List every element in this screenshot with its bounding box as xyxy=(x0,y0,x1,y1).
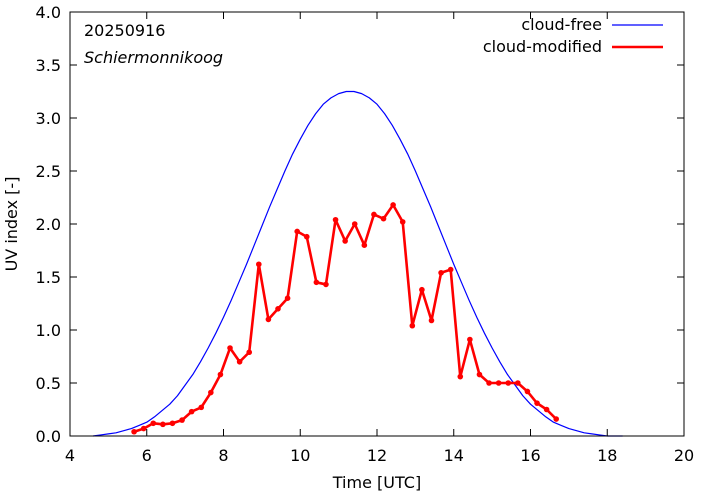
data-point-cloud-modified xyxy=(246,349,253,356)
annotation-date: 20250916 xyxy=(84,21,165,40)
y-tick-label: 3.5 xyxy=(36,56,61,75)
y-tick-label: 3.0 xyxy=(36,109,61,128)
y-axis-title: UV index [-] xyxy=(2,177,21,272)
data-point-cloud-modified xyxy=(486,380,492,386)
data-point-cloud-modified xyxy=(409,322,416,329)
data-point-cloud-modified xyxy=(399,219,406,225)
y-tick-label: 2.5 xyxy=(36,162,61,181)
y-tick-label: 4.0 xyxy=(36,3,61,22)
x-tick-label: 12 xyxy=(367,446,387,465)
y-tick-label: 1.0 xyxy=(36,321,61,340)
y-tick-label: 2.0 xyxy=(36,215,61,234)
data-point-cloud-modified xyxy=(150,420,157,427)
x-tick-label: 4 xyxy=(65,446,75,465)
y-tick-label: 0.0 xyxy=(36,427,61,446)
annotation-station: Schiermonnikoog xyxy=(84,48,223,67)
axis-ticks: 4 6 8 10 12 14 16 18 20 0.0 0.5 1.0 1.5 2.0 2.5 3.0 3.5 4… xyxy=(36,3,695,465)
x-tick-label: 14 xyxy=(444,446,464,465)
y-tick-label: 1.5 xyxy=(36,268,61,287)
data-point-cloud-modified xyxy=(208,389,214,396)
data-point-cloud-modified xyxy=(543,406,550,413)
y-tick-label: 0.5 xyxy=(36,374,61,393)
legend-label-cloud-modified: cloud-modified xyxy=(483,37,602,56)
data-point-cloud-modified xyxy=(534,400,540,406)
data-point-cloud-modified xyxy=(275,306,281,312)
legend: cloud-free cloud-modified xyxy=(483,15,663,56)
data-point-cloud-modified xyxy=(169,420,176,427)
data-point-cloud-modified xyxy=(217,371,224,378)
data-point-cloud-modified xyxy=(198,404,205,411)
x-tick-label: 8 xyxy=(218,446,228,465)
data-point-cloud-modified xyxy=(236,359,243,365)
data-point-cloud-modified xyxy=(476,371,483,378)
x-tick-label: 18 xyxy=(597,446,617,465)
data-point-cloud-modified xyxy=(160,421,166,428)
legend-label-cloud-free: cloud-free xyxy=(521,15,602,34)
x-tick-label: 6 xyxy=(142,446,152,465)
data-point-cloud-modified xyxy=(390,202,396,208)
data-point-cloud-modified xyxy=(457,373,464,380)
data-point-cloud-modified xyxy=(227,345,233,351)
data-point-cloud-modified xyxy=(361,242,368,248)
data-point-cloud-modified xyxy=(284,295,291,302)
data-point-cloud-modified xyxy=(371,211,377,218)
x-tick-label: 20 xyxy=(674,446,694,465)
data-point-cloud-modified xyxy=(467,336,473,343)
data-point-cloud-modified xyxy=(294,228,300,235)
data-point-cloud-modified xyxy=(351,221,358,227)
data-point-cloud-modified xyxy=(313,279,320,286)
data-point-cloud-modified xyxy=(419,286,425,293)
data-point-cloud-modified xyxy=(553,416,560,422)
data-point-cloud-modified xyxy=(428,317,435,324)
data-point-cloud-modified xyxy=(256,261,262,268)
x-tick-label: 16 xyxy=(520,446,540,465)
data-point-cloud-modified xyxy=(380,215,387,222)
data-point-cloud-modified xyxy=(131,428,137,435)
data-point-cloud-modified xyxy=(342,238,348,244)
data-point-cloud-modified xyxy=(438,269,444,276)
series-line-cloud-free xyxy=(92,90,623,437)
data-point-cloud-modified xyxy=(332,216,339,223)
data-point-cloud-modified xyxy=(524,388,531,395)
x-tick-label: 10 xyxy=(290,446,310,465)
data-point-cloud-modified xyxy=(515,380,521,386)
data-point-cloud-modified xyxy=(447,266,454,273)
data-point-cloud-modified xyxy=(303,233,310,240)
data-point-cloud-modified xyxy=(265,316,272,323)
data-point-cloud-modified xyxy=(505,380,512,386)
data-point-cloud-modified xyxy=(140,425,147,432)
x-axis-title: Time [UTC] xyxy=(332,473,421,492)
plot-series xyxy=(92,90,623,437)
data-point-cloud-modified xyxy=(323,281,329,288)
data-point-cloud-modified xyxy=(179,417,185,423)
data-point-cloud-modified xyxy=(188,408,195,415)
data-point-cloud-modified xyxy=(495,380,502,386)
